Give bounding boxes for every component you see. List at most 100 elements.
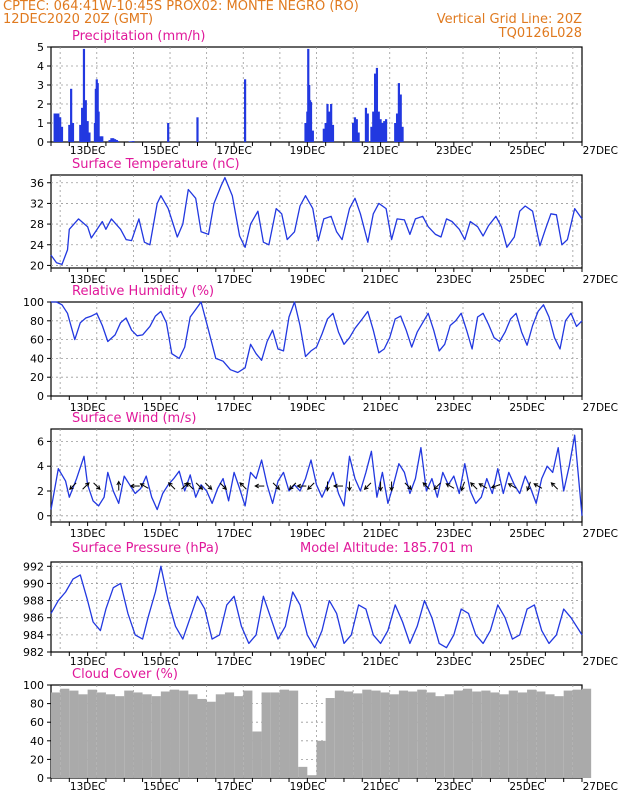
y-tick-label: 80 [30, 698, 44, 711]
precip-bar [99, 136, 102, 142]
y-tick-label: 3 [37, 79, 44, 92]
wind-arrow-head [139, 483, 145, 488]
wind-arrow-shaft [168, 482, 176, 490]
x-tick-label: 13DEC [70, 528, 105, 540]
cloud-cover-bar [133, 692, 143, 778]
y-tick-label: 992 [23, 560, 44, 573]
precip-bar [397, 83, 400, 142]
wind-arrow-head [116, 480, 122, 486]
cloud-cover-bar [353, 693, 363, 778]
cloud-cover-bar [289, 690, 299, 778]
panel-title: Cloud Cover (%) [72, 667, 178, 682]
precip-bar [128, 141, 131, 142]
series-line [50, 565, 583, 649]
precip-bar [353, 117, 357, 142]
wind-arrow-shaft [491, 484, 501, 489]
y-tick-label: 40 [30, 352, 44, 365]
wind-arrow-head [95, 485, 101, 490]
precip-bar [97, 111, 100, 142]
x-tick-label: 15DEC [143, 528, 178, 540]
cloud-cover-bar [490, 692, 500, 778]
precip-bar [132, 141, 135, 142]
precip-bar [84, 100, 87, 142]
precip-bar [379, 119, 382, 142]
series-line [50, 176, 583, 266]
wind-arrow-shaft [422, 482, 430, 490]
x-tick-label: 19DEC [290, 145, 325, 157]
precip-bar [70, 88, 73, 142]
wind-arrow-shaft [93, 482, 101, 490]
x-tick-label: 25DEC [509, 528, 544, 540]
y-tick-label: 24 [30, 239, 44, 252]
y-tick-label: 60 [30, 334, 44, 347]
wind-arrow-head [389, 486, 394, 492]
wind-arrow-head [198, 485, 204, 490]
precip-bar [373, 73, 377, 142]
precip-bar [399, 94, 402, 142]
wind-arrow-shaft [186, 482, 194, 490]
y-tick-label: 4 [37, 460, 44, 473]
cloud-cover-bar [298, 766, 308, 778]
x-tick-label: 21DEC [363, 402, 398, 414]
y-tick-label: 988 [23, 595, 44, 608]
y-tick-label: 36 [30, 177, 44, 190]
x-tick-label: 23DEC [436, 274, 471, 286]
y-tick-label: 20 [30, 753, 44, 766]
x-tick-label: 23DEC [436, 402, 471, 414]
cloud-cover-bar [417, 689, 427, 778]
precip-bar [384, 119, 388, 142]
y-tick-label: 2 [37, 485, 44, 498]
series-line [51, 301, 583, 374]
precip-bar [110, 138, 113, 142]
cloud-cover-bar [481, 690, 491, 778]
wind-arrow-head [526, 486, 531, 492]
wind-arrow-head [550, 482, 556, 487]
wind-arrow-shaft [195, 482, 203, 490]
cloud-cover-bar [270, 692, 280, 778]
cloud-cover-bar [545, 694, 555, 778]
precip-bar [57, 113, 60, 142]
x-tick-label: 17DEC [216, 781, 251, 793]
wind-arrow-head [470, 482, 475, 487]
y-tick-label: 0 [37, 136, 44, 149]
precip-bar [82, 48, 86, 142]
wind-arrow-head [433, 485, 439, 490]
precip-bar [68, 124, 71, 142]
cloud-cover-bar [261, 692, 271, 778]
cloud-cover-bar [453, 690, 463, 778]
y-tick-label: 4 [37, 60, 44, 73]
wind-arrow-head [288, 485, 294, 490]
wind-arrow-shaft [140, 483, 149, 489]
y-tick-label: 5 [37, 41, 44, 54]
cloud-cover-bar [499, 694, 509, 778]
wind-arrow-head [167, 482, 173, 487]
precip-bar [364, 107, 368, 142]
wind-arrow-head [207, 485, 213, 490]
cloud-cover-bar [96, 692, 106, 778]
wind-arrow-head [445, 483, 451, 488]
wind-arrow-head [296, 483, 302, 489]
cloud-cover-bar [197, 698, 207, 778]
y-tick-label: 6 [37, 435, 44, 448]
cloud-cover-bar [408, 691, 418, 778]
precip-bar [394, 123, 397, 142]
y-tick-label: 20 [30, 259, 44, 272]
x-tick-label: 27DEC [583, 781, 618, 793]
cloud-cover-bar [527, 689, 537, 778]
cloud-cover-bar [343, 691, 354, 778]
cloud-cover-bar [472, 691, 482, 778]
y-tick-label: 40 [30, 735, 44, 748]
wind-arrow-shaft [550, 482, 559, 490]
precip-bar [304, 123, 307, 142]
cloud-cover-bar [398, 690, 409, 778]
precip-bar [383, 121, 386, 142]
header-grid-line-note: Vertical Grid Line: 20Z [436, 12, 582, 27]
precip-bar [116, 141, 119, 142]
wind-arrow-shaft [289, 482, 297, 490]
precip-bar [79, 124, 82, 142]
wind-arrow-shaft [508, 483, 517, 489]
wind-arrow-shaft [272, 482, 280, 490]
wind-arrow-head [407, 485, 412, 490]
precip-bar [357, 132, 360, 142]
x-tick-label: 21DEC [363, 656, 398, 668]
